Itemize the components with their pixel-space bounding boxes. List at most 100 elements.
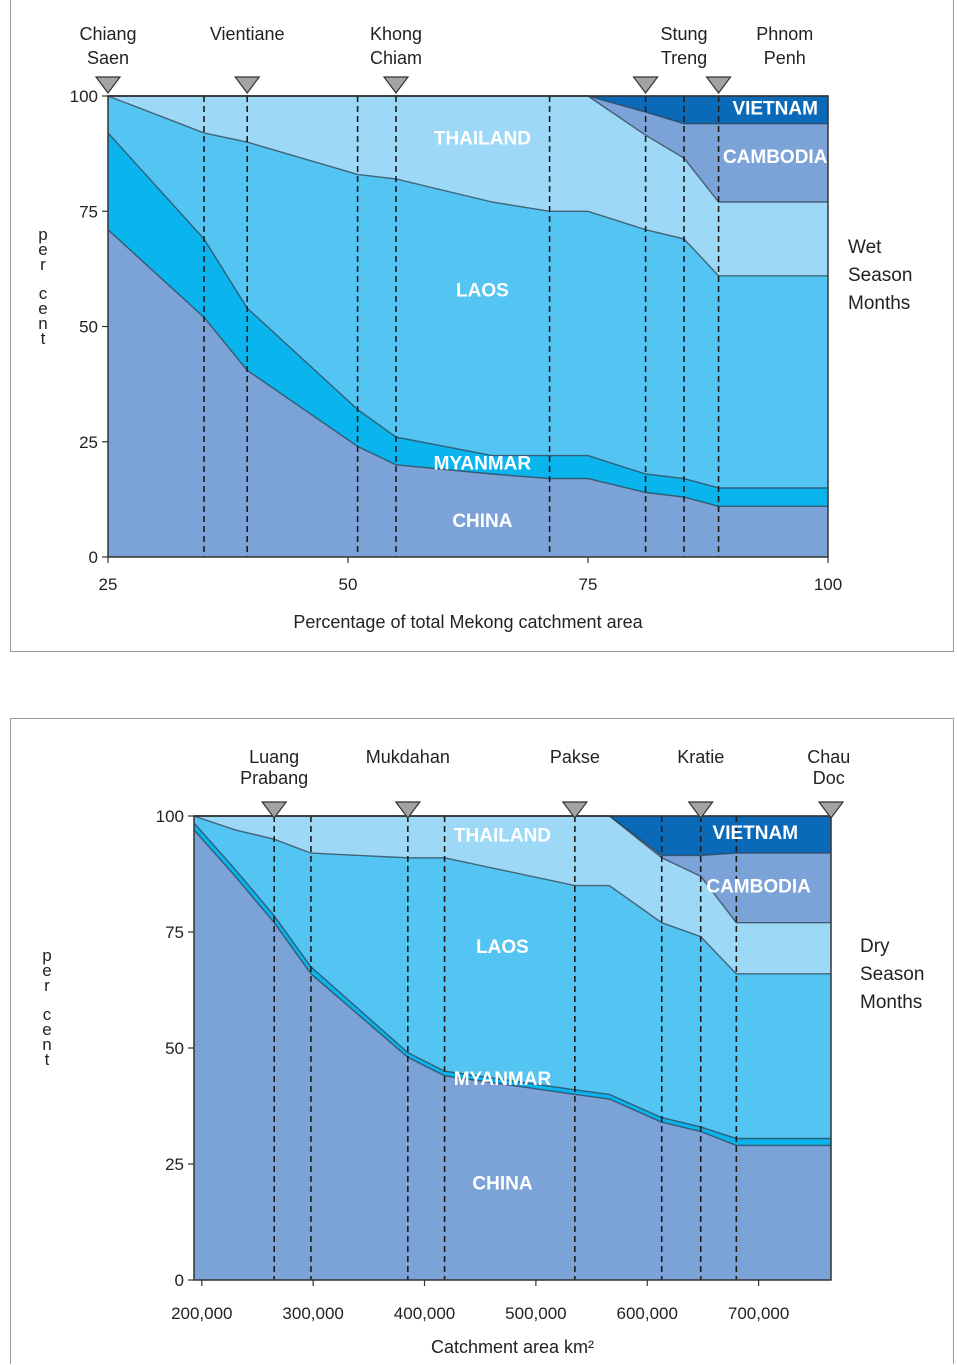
y-axis-title-letter: e (38, 299, 47, 318)
x-tick-label: 500,000 (505, 1304, 566, 1323)
x-tick-label: 100 (814, 575, 842, 594)
y-axis-title-letter: e (42, 1020, 51, 1039)
y-axis-title-letter: t (41, 329, 46, 348)
x-tick-label: 400,000 (394, 1304, 455, 1323)
station-name: Chiang (79, 24, 136, 44)
y-axis-title-letter: c (39, 284, 48, 303)
season-label: Season (848, 265, 912, 286)
station-name: Chau (807, 747, 850, 767)
y-tick-label: 0 (175, 1271, 184, 1290)
area-label-cambodia: CAMBODIA (723, 147, 828, 168)
station-marker-icon (705, 76, 732, 94)
station-name: Chiam (370, 48, 422, 68)
station-name: Luang (249, 747, 299, 767)
y-tick-label: 25 (165, 1155, 184, 1174)
area-label-vietnam: VIETNAM (732, 99, 818, 120)
area-laos (194, 816, 831, 1139)
area-myanmar (108, 132, 828, 507)
x-tick-label: 50 (339, 575, 358, 594)
station-name: Prabang (240, 768, 308, 788)
station-marker-icon (632, 76, 659, 94)
station-marker-icon (260, 801, 288, 819)
station-marker-icon (687, 801, 714, 819)
boundary-myanmar (107, 132, 828, 489)
area-cambodia (194, 816, 831, 923)
season-label: Months (860, 992, 922, 1013)
area-china (108, 229, 828, 557)
x-tick-label: 75 (579, 575, 598, 594)
x-axis-title: Catchment area km² (431, 1337, 594, 1357)
y-axis-title-letter: e (42, 961, 51, 980)
y-axis-title-letter: n (42, 1035, 51, 1054)
area-laos (108, 96, 828, 488)
y-axis-title-letter: n (38, 314, 47, 333)
y-tick-label: 0 (89, 548, 98, 567)
x-tick-label: 300,000 (282, 1304, 343, 1323)
station-marker-icon (561, 801, 589, 819)
x-tick-label: 700,000 (728, 1304, 789, 1323)
y-axis-title-letter: p (38, 225, 47, 244)
area-label-china: CHINA (452, 511, 512, 532)
y-tick-label: 25 (79, 433, 98, 452)
station-name: Penh (764, 48, 806, 68)
area-vietnam (108, 96, 828, 124)
season-label: Wet (848, 237, 882, 258)
x-tick-label: 25 (99, 575, 118, 594)
wet-season-chart: THAILAND LAOS MYANMAR CHINA VIETNAM CAMBODIA 0… (38, 24, 912, 632)
station-marker-icon (233, 76, 261, 94)
area-label-laos: LAOS (456, 281, 509, 302)
area-label-thailand: THAILAND (454, 826, 551, 847)
boundary-laos (193, 815, 831, 975)
station-name: Pakse (550, 747, 600, 767)
area-cambodia (108, 96, 828, 202)
y-tick-label: 50 (79, 318, 98, 337)
area-label-laos: LAOS (476, 937, 529, 958)
area-china (194, 829, 831, 1280)
station-name: Treng (661, 48, 707, 68)
station-name: Kratie (677, 747, 724, 767)
y-axis-title-letter: p (42, 946, 51, 965)
season-label: Months (848, 293, 910, 314)
station-name: Phnom (756, 24, 813, 44)
station-marker-icon (382, 76, 410, 94)
boundary-myanmar (193, 822, 831, 1140)
y-tick-label: 100 (70, 87, 98, 106)
season-label: Dry (860, 936, 890, 957)
y-axis-title-letter: c (43, 1005, 52, 1024)
area-label-thailand: THAILAND (434, 128, 531, 149)
area-thailand (194, 816, 831, 974)
wet-season-chart-panel: THAILAND LAOS MYANMAR CHINA VIETNAM CAMBODIA 0… (10, 0, 954, 652)
y-axis-title-letter: r (40, 255, 46, 274)
area-label-china: CHINA (472, 1174, 532, 1195)
station-name: Vientiane (210, 24, 285, 44)
y-axis-title-letter: e (38, 240, 47, 259)
x-axis-title: Percentage of total Mekong catchment are… (293, 612, 643, 632)
station-name: Mukdahan (366, 747, 450, 767)
dry-season-chart-panel: THAILAND LAOS MYANMAR CHINA VIETNAM CAMBODIA 0… (10, 718, 954, 1364)
y-axis-title-letter: t (45, 1050, 50, 1069)
x-tick-label: 600,000 (617, 1304, 678, 1323)
area-thailand (108, 96, 828, 276)
y-tick-label: 100 (156, 807, 184, 826)
station-name: Saen (87, 48, 129, 68)
area-label-cambodia: CAMBODIA (706, 877, 811, 898)
station-name: Doc (813, 768, 845, 788)
area-label-myanmar: MYANMAR (434, 453, 532, 474)
boundary-china (107, 229, 828, 507)
season-label: Season (860, 964, 924, 985)
station-name: Khong (370, 24, 422, 44)
y-tick-label: 50 (165, 1039, 184, 1058)
boundary-laos (107, 95, 828, 277)
station-name: Stung (660, 24, 707, 44)
y-tick-label: 75 (165, 923, 184, 942)
area-label-myanmar: MYANMAR (454, 1069, 552, 1090)
area-vietnam (194, 816, 831, 856)
area-label-vietnam: VIETNAM (713, 823, 799, 844)
y-tick-label: 75 (79, 202, 98, 221)
station-marker-icon (817, 801, 845, 819)
dry-season-chart: THAILAND LAOS MYANMAR CHINA VIETNAM CAMBODIA 0… (42, 747, 924, 1357)
station-marker-icon (394, 801, 422, 819)
y-axis-title-letter: r (44, 976, 50, 995)
x-tick-label: 200,000 (171, 1304, 232, 1323)
boundary-china (193, 829, 831, 1147)
